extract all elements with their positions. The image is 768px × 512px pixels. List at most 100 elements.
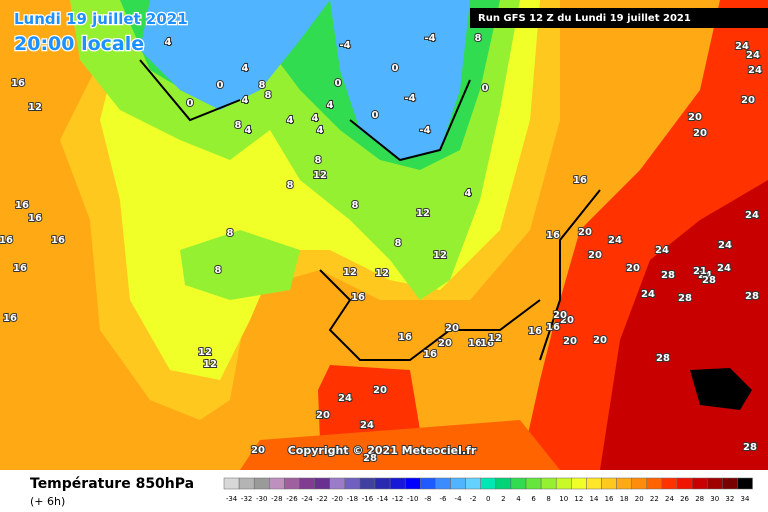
contour-label: 24 <box>698 270 712 281</box>
contour-label: 4 <box>242 63 249 74</box>
contour-label: 20 <box>588 250 602 261</box>
contour-label: 16 <box>0 235 13 246</box>
contour-label: 16 <box>3 313 17 324</box>
scale-tick-label: -28 <box>271 495 282 503</box>
contour-label: 24 <box>745 210 759 221</box>
scale-tick-label: 20 <box>635 495 644 503</box>
contour-label: 16 <box>573 175 587 186</box>
scale-tick-label: -24 <box>301 495 313 503</box>
scale-swatch <box>253 477 270 490</box>
scale-swatch <box>631 477 648 490</box>
contour-label: 16 <box>480 338 494 349</box>
contour-label: 16 <box>546 230 560 241</box>
contour-label: 4 <box>312 113 319 124</box>
contour-label: 0 <box>187 98 194 109</box>
contour-label: -4 <box>419 125 430 136</box>
date-label: Lundi 19 juillet 2021 <box>14 10 188 28</box>
contour-label: 20 <box>688 112 702 123</box>
contour-label: 16 <box>15 200 29 211</box>
coastline <box>139 59 601 361</box>
scale-tick-label: -18 <box>347 495 358 503</box>
scale-swatch <box>540 477 557 490</box>
contour-label: 24 <box>718 240 732 251</box>
scale-tick-label: -6 <box>439 495 447 503</box>
contour-label: 24 <box>641 289 655 300</box>
scale-swatch <box>465 477 481 490</box>
contour-label: 21 <box>693 266 707 277</box>
scale-tick-label: 32 <box>725 495 734 503</box>
contour-label: 24 <box>338 393 352 404</box>
scale-tick-label: -8 <box>424 495 431 503</box>
scale-swatch <box>404 477 421 490</box>
scale-tick-label: 2 <box>501 495 505 503</box>
scale-swatch <box>676 477 693 490</box>
contour-label: 12 <box>488 333 502 344</box>
contour-label: 16 <box>11 78 25 89</box>
scale-tick-label: 34 <box>740 495 749 503</box>
scale-swatch <box>269 477 285 490</box>
color-scale: -34 -32 -30 -28 -26 -24 -22 -20 -18 -16 -14 -12 -10-… <box>223 477 753 503</box>
contour-label: 28 <box>656 353 670 364</box>
scale-swatch <box>480 477 497 490</box>
scale-tick-label: 22 <box>650 495 659 503</box>
contour-label: 20 <box>445 323 459 334</box>
scale-swatch <box>314 477 330 490</box>
cool-patch <box>180 230 300 300</box>
scale-swatch <box>344 477 361 490</box>
scale-swatch <box>374 477 391 490</box>
contour-label: 8 <box>315 155 322 166</box>
contour-label: 0 <box>335 78 342 89</box>
contour-label: 24 <box>360 420 374 431</box>
contour-label: 16 <box>51 235 65 246</box>
contour-label: 12 <box>28 102 42 113</box>
contour-label: 24 <box>748 65 762 76</box>
scale-tick-label: -34 <box>226 495 238 503</box>
contour-label: 8 <box>475 33 482 44</box>
contour-label: 4 <box>245 125 252 136</box>
scale-tick-label: -26 <box>286 495 298 503</box>
scale-tick-label: 4 <box>516 495 521 503</box>
contour-label: 20 <box>693 128 707 139</box>
contour-label: 20 <box>251 445 265 456</box>
contour-label: 20 <box>316 410 330 421</box>
scale-swatch <box>510 477 527 490</box>
contour-label: 12 <box>313 170 327 181</box>
contour-label: 28 <box>363 453 377 464</box>
contour-label: 20 <box>626 263 640 274</box>
scale-tick-label: -2 <box>470 495 477 503</box>
scale-tick-label: 0 <box>486 495 490 503</box>
contour-label: 16 <box>528 326 542 337</box>
contour-label: 8 <box>215 265 222 276</box>
scale-tick-label: -4 <box>455 495 463 503</box>
scale-swatch <box>586 477 602 490</box>
extreme-patch <box>690 368 752 410</box>
scale-swatch <box>525 477 542 490</box>
scale-swatch <box>223 477 240 490</box>
copyright: Copyright © 2021 Meteociel.fr <box>288 444 477 457</box>
scale-swatch <box>646 477 663 490</box>
contour-label: 20 <box>593 335 607 346</box>
scale-swatch <box>359 477 376 490</box>
contour-label: 24 <box>746 50 760 61</box>
contour-label: 20 <box>560 315 574 326</box>
contour-label: 16 <box>468 338 482 349</box>
scale-swatch <box>571 477 587 490</box>
scale-tick-label: -22 <box>316 495 327 503</box>
contour-label: 8 <box>265 90 272 101</box>
contour-label: 12 <box>203 359 217 370</box>
contour-label: 20 <box>578 227 592 238</box>
contour-label: 4 <box>327 100 334 111</box>
scale-swatch <box>435 477 451 490</box>
contour-label: 12 <box>416 208 430 219</box>
scale-swatch <box>284 477 300 490</box>
contour-label: 12 <box>343 267 357 278</box>
scale-tick-label: 16 <box>605 495 614 503</box>
contour-label: 8 <box>395 238 402 249</box>
contour-label: 8 <box>227 228 234 239</box>
legend-title: Température 850hPa <box>30 476 194 492</box>
contour-label: 8 <box>352 200 359 211</box>
scale-tick-label: -16 <box>362 495 374 503</box>
run-label: Run GFS 12 Z du Lundi 19 juillet 2021 <box>478 13 691 24</box>
